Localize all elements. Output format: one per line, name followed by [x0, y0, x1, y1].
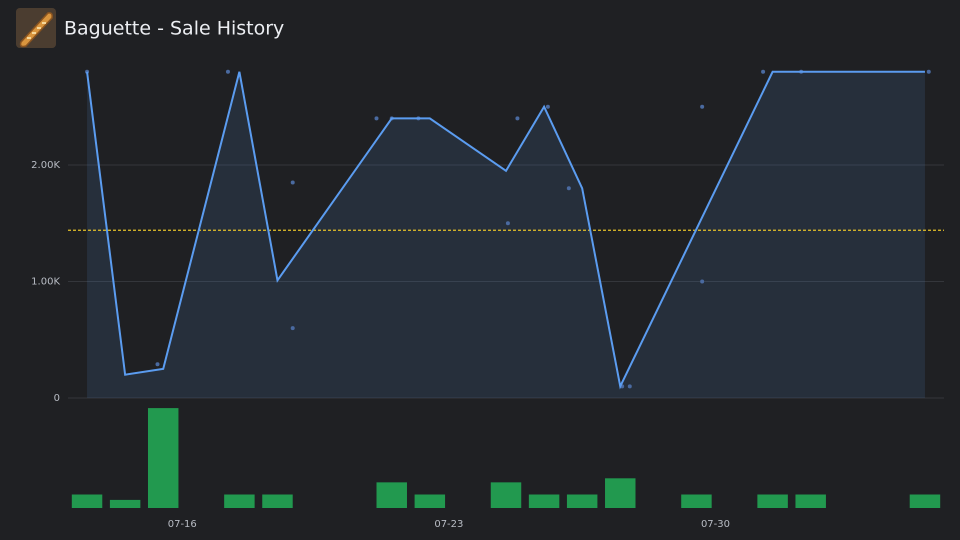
sale-dot	[505, 221, 510, 226]
title: Baguette - Sale History	[64, 18, 284, 40]
volume-bar	[414, 494, 446, 508]
sale-dot	[290, 326, 295, 331]
item-icon	[16, 8, 56, 48]
volume-bar	[490, 482, 522, 508]
volume-bar	[262, 494, 293, 508]
volume-bar	[757, 494, 788, 508]
sale-dot	[225, 69, 230, 74]
x-tick-label: 07-23	[434, 519, 463, 530]
volume-bar	[376, 482, 407, 508]
volume-bar	[147, 408, 179, 508]
volume-bar	[528, 494, 560, 508]
volume-bar	[681, 494, 712, 508]
y-tick-label: 0	[54, 393, 60, 404]
x-tick-label: 07-30	[701, 519, 730, 530]
sale-dot	[700, 104, 705, 109]
sale-dot	[761, 69, 766, 74]
price-area	[87, 71, 925, 399]
sale-dot	[926, 69, 931, 74]
sale-dot	[374, 116, 379, 121]
sale-dot	[566, 186, 571, 191]
sale-dot	[290, 180, 295, 185]
volume-bar	[224, 494, 255, 508]
sale-dot	[155, 362, 160, 367]
x-tick-label: 07-16	[168, 519, 197, 530]
sale-dot	[545, 104, 550, 109]
volume-bar	[605, 478, 636, 508]
volume-bar	[109, 499, 141, 508]
y-tick-label: 1.00K	[31, 277, 60, 288]
sale-dot	[700, 279, 705, 284]
price-line	[86, 70, 925, 390]
sale-dot	[627, 384, 632, 389]
y-tick-label: 2.00K	[31, 160, 60, 171]
volume-bar	[909, 494, 941, 508]
volume-bar	[71, 494, 103, 508]
sale-dot	[515, 116, 520, 121]
volume-bar	[566, 494, 598, 508]
volume-bar	[795, 494, 826, 508]
